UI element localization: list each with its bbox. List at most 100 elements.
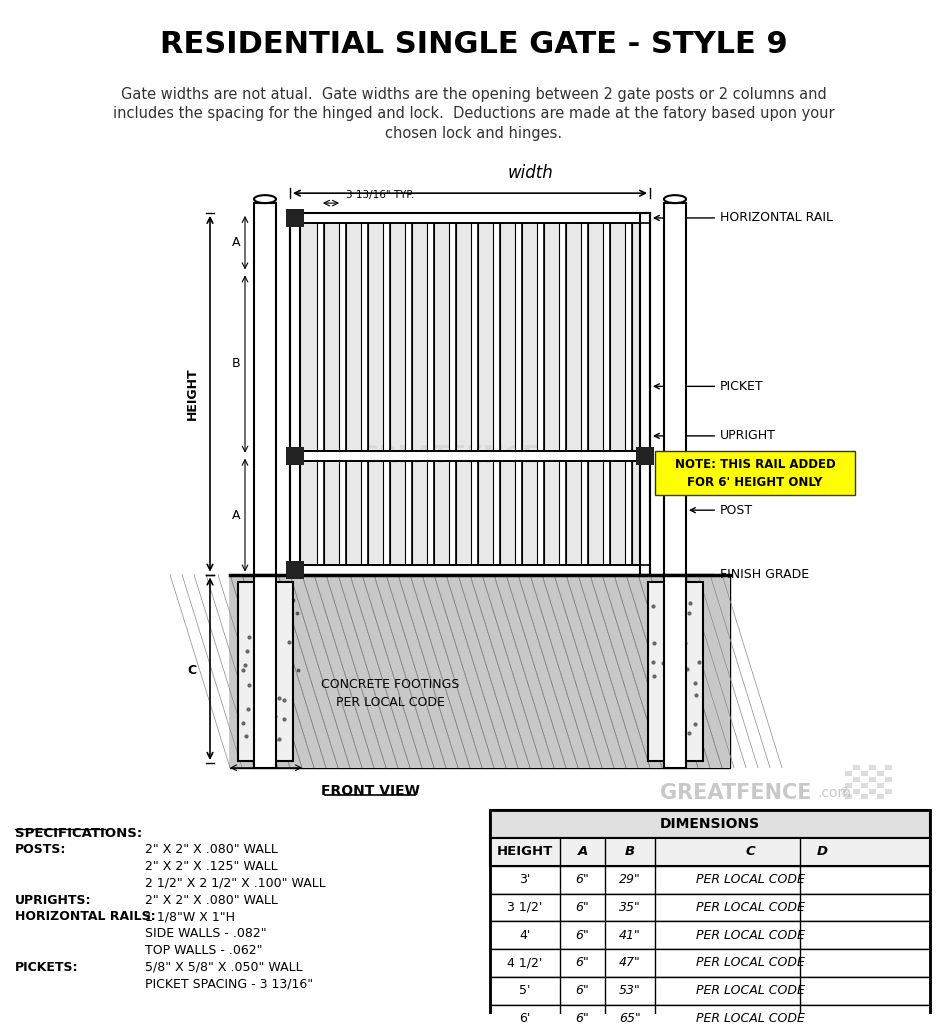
Point [267,732,282,749]
Point [290,663,306,679]
Bar [861,782,868,787]
Bar [254,574,276,768]
Bar [383,213,390,564]
Text: PER LOCAL CODE: PER LOCAL CODE [696,956,805,970]
Point [678,635,693,651]
Point [683,737,698,754]
Bar [490,922,930,949]
Point [235,715,251,731]
Bar [603,213,610,564]
Text: 65": 65" [619,1012,641,1024]
Point [271,730,287,746]
Text: 6": 6" [576,901,589,914]
Text: PICKETS:: PICKETS: [15,961,79,974]
Point [281,737,296,754]
Point [267,667,282,683]
Text: UPRIGHTS:: UPRIGHTS: [15,894,91,906]
Point [688,716,703,732]
Point [277,692,292,709]
Text: B: B [625,846,635,858]
Text: 53": 53" [619,984,641,997]
Point [681,724,697,740]
Point [679,652,694,669]
Bar [877,771,884,775]
Point [286,592,301,608]
Text: PER LOCAL CODE: PER LOCAL CODE [696,873,805,886]
Point [652,735,667,752]
Text: HEIGHT: HEIGHT [185,367,198,420]
Point [645,598,661,614]
Text: 29": 29" [619,873,641,886]
Point [264,668,279,684]
Point [239,596,254,612]
Point [661,682,676,698]
Point [235,663,251,679]
Point [289,604,305,621]
Point [659,726,674,742]
Bar [490,894,930,922]
Point [278,586,293,602]
Point [674,746,689,763]
Point [649,718,664,734]
Point [673,695,688,712]
Point [270,695,286,712]
Text: 2" X 2" X .125" WALL: 2" X 2" X .125" WALL [145,860,278,872]
Point [284,581,299,597]
Point [246,712,261,728]
Text: 6": 6" [576,929,589,942]
Bar [877,782,884,787]
Text: C: C [188,665,196,677]
Bar [290,213,300,574]
Point [247,718,262,734]
Text: 41": 41" [619,929,641,942]
Point [668,685,683,701]
Bar [254,203,276,574]
Bar [853,788,860,794]
Point [645,653,661,670]
Point [241,632,256,648]
Point [661,733,676,750]
Point [688,675,703,691]
Point [258,733,273,750]
Point [682,604,698,621]
Text: POSTS:: POSTS: [15,843,66,856]
Text: SPECIFICATIONS:: SPECIFICATIONS: [15,827,142,840]
Text: 6': 6' [519,1012,530,1024]
Text: 6": 6" [576,984,589,997]
Bar [515,213,522,564]
Point [672,665,687,681]
Text: includes the spacing for the hinged and lock.  Deductions are made at the fatory: includes the spacing for the hinged and … [113,106,835,122]
Text: 35": 35" [619,901,641,914]
Bar [230,574,730,768]
Point [656,654,671,671]
Point [688,687,703,703]
Bar [877,795,884,800]
Point [663,672,679,688]
Bar [648,583,703,761]
Bar [559,213,566,564]
Bar [645,580,705,763]
Bar [490,949,930,977]
Text: 3 1/2': 3 1/2' [508,901,543,914]
Point [281,634,296,650]
Bar [243,580,303,763]
Point [270,742,286,759]
Text: D: D [817,846,828,858]
Text: C: C [745,846,754,858]
Bar [449,213,456,564]
Point [241,677,256,693]
Text: FRONT VIEW: FRONT VIEW [321,783,419,798]
Point [239,643,254,659]
Bar [869,765,876,770]
Text: .com: .com [818,785,852,800]
Bar [490,1005,930,1024]
Point [258,652,273,669]
Point [237,657,252,674]
Point [261,652,276,669]
Point [277,652,292,669]
Text: chosen lock and hinges.: chosen lock and hinges. [385,126,563,141]
Text: CONCRETE FOOTINGS
PER LOCAL CODE: CONCRETE FOOTINGS PER LOCAL CODE [321,678,459,709]
Point [254,741,270,758]
Text: PER LOCAL CODE: PER LOCAL CODE [696,901,805,914]
Point [650,621,665,637]
